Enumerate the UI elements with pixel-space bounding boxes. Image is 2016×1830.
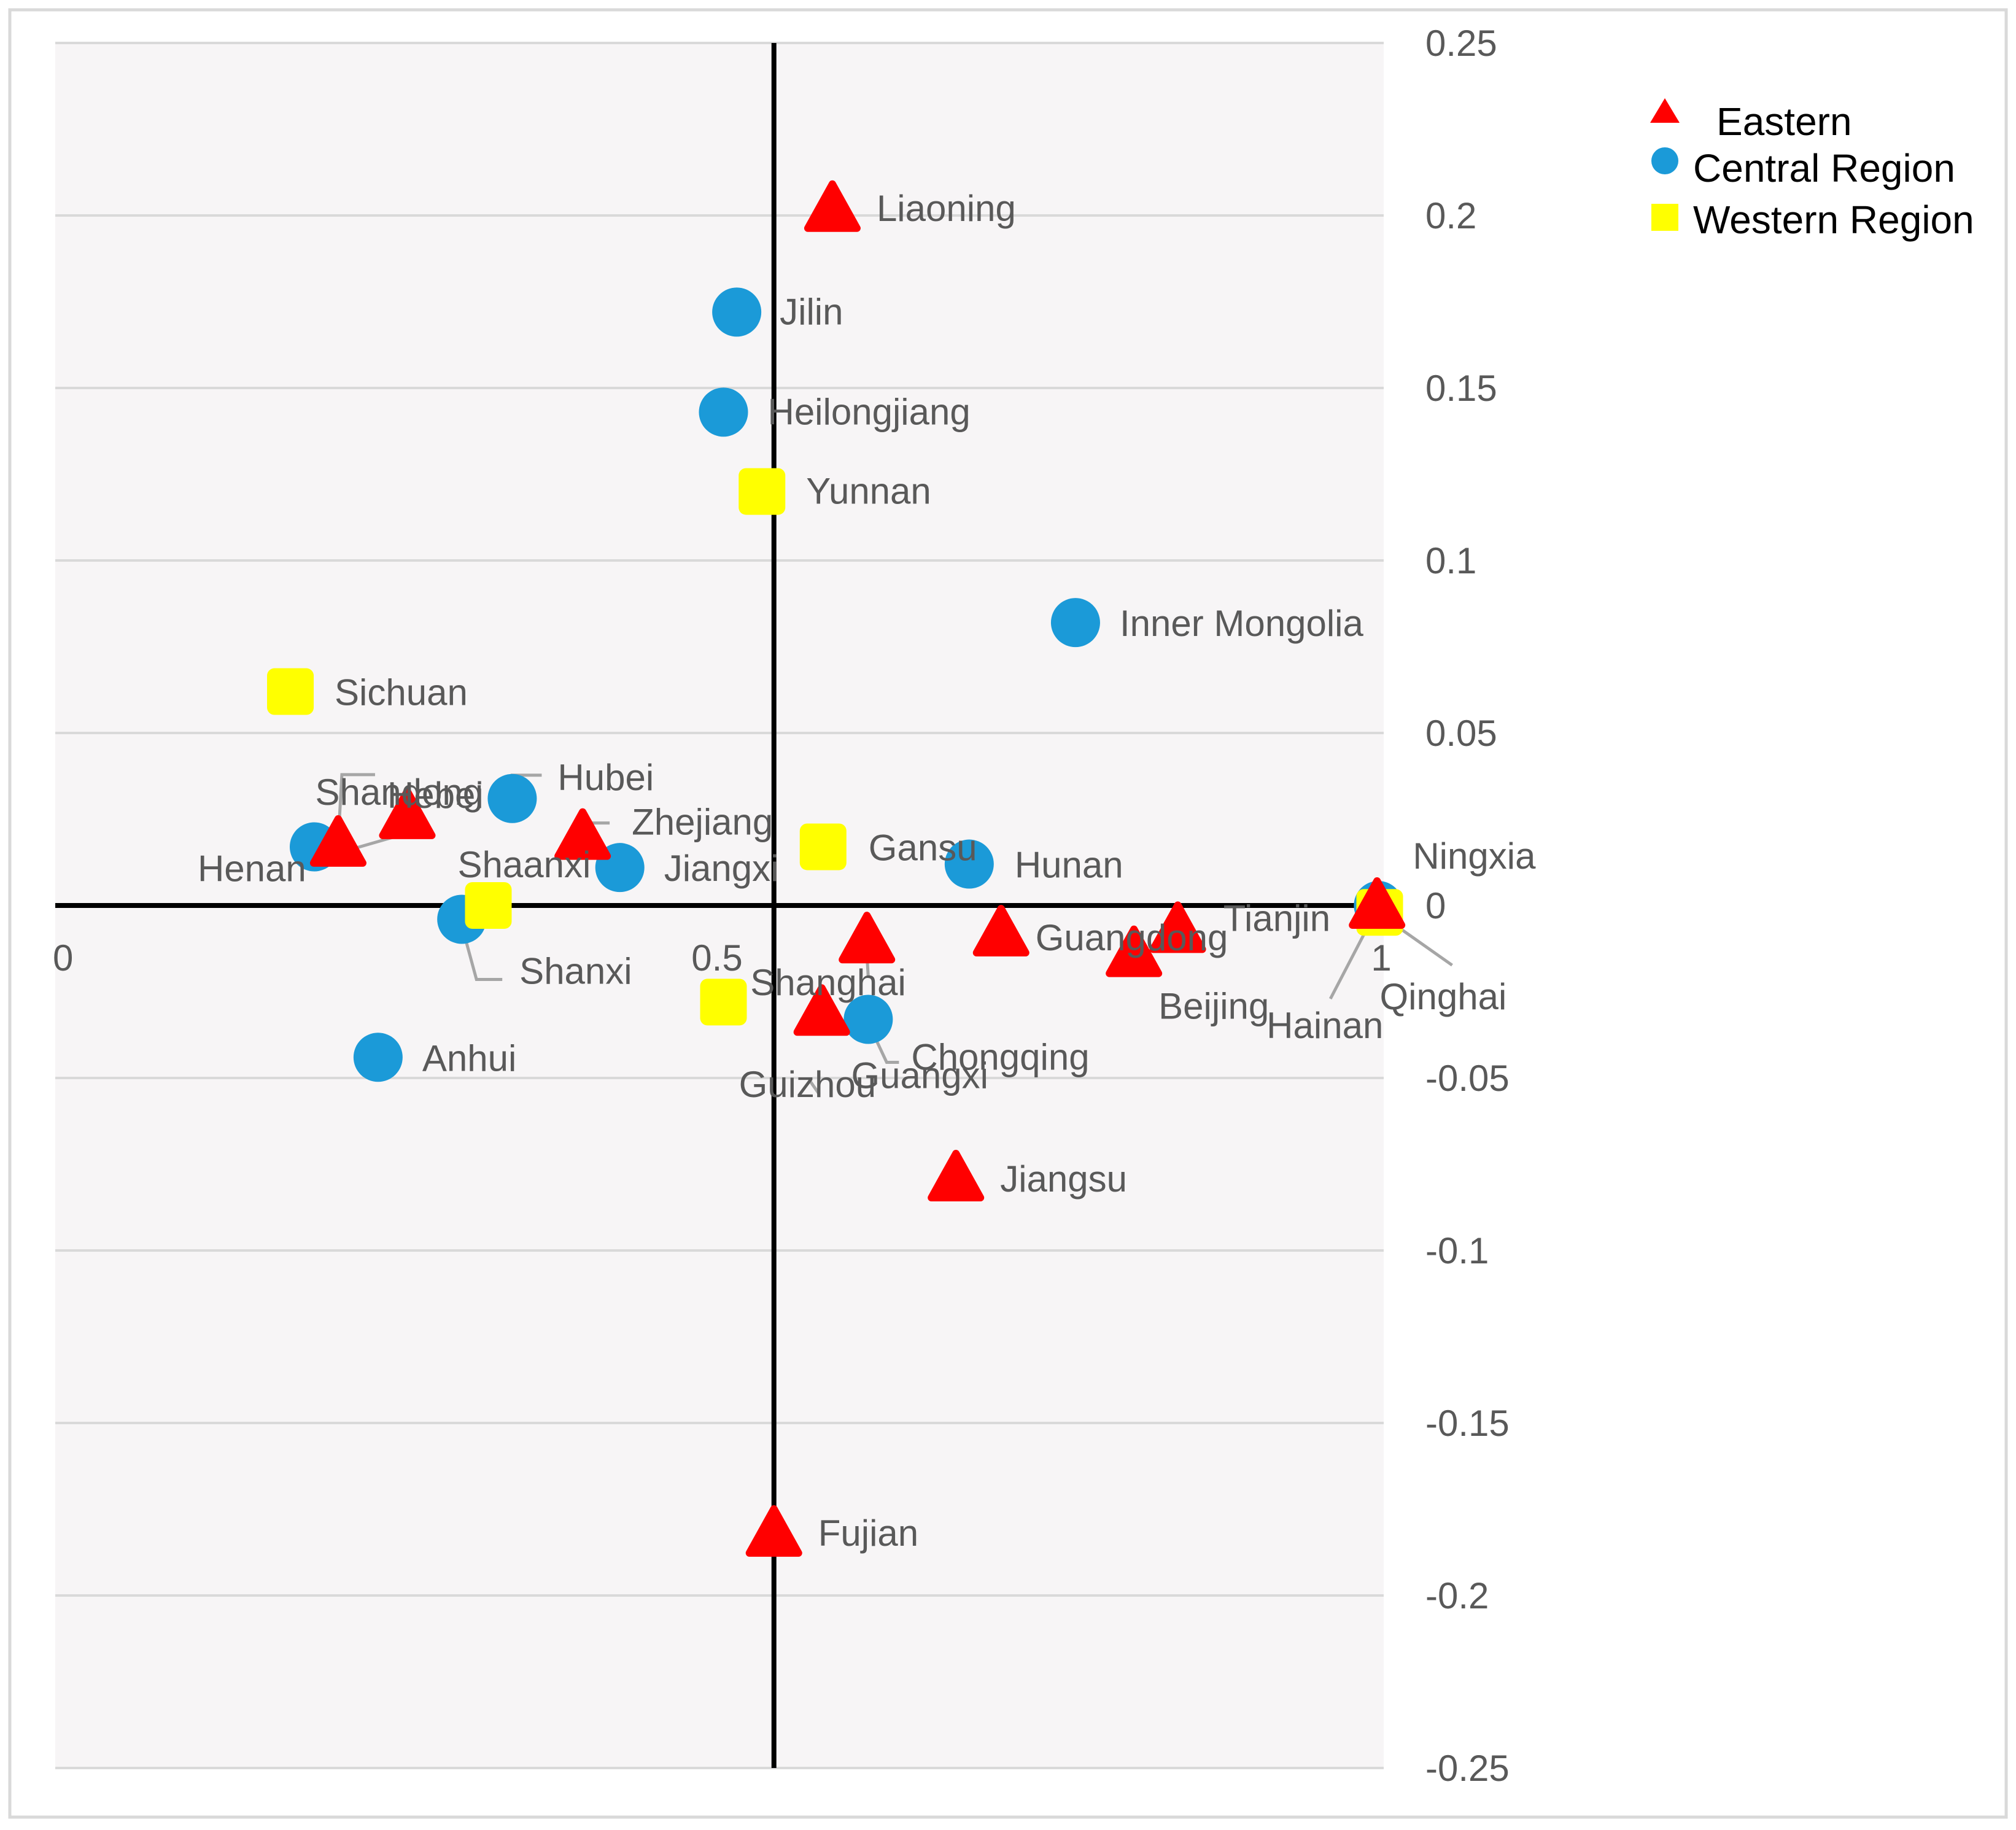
y-tick-label: 0.15 (1425, 368, 1497, 409)
marker-hunan (944, 839, 994, 889)
marker-hubei (487, 773, 537, 823)
data-labels: Jilin Heilongjiang Inner Mongolia Hubei Hena… (198, 188, 1536, 1554)
label-shanghai: Shanghai (750, 962, 906, 1003)
label-chongqing: Chongqing (911, 1036, 1089, 1077)
legend-swatch-western-region (1651, 204, 1678, 231)
marker-beijing (1106, 925, 1163, 977)
marker-jiangsu (928, 1149, 985, 1201)
label-beijing: Beijing (1158, 986, 1269, 1027)
label-anhui: Anhui (422, 1037, 516, 1079)
marker-guizhou (793, 984, 850, 1036)
label-hebei: Hebei (387, 775, 484, 816)
y-tick-label: 0.05 (1425, 713, 1497, 754)
label-hubei: Hubei (557, 757, 654, 798)
label-shandong: Shandong (315, 772, 483, 813)
label-guizhou: Guizhou (739, 1064, 876, 1105)
label-hunan: Hunan (1015, 845, 1123, 886)
marker-liaoning (804, 180, 861, 232)
marker-anhui (353, 1033, 403, 1082)
label-liaoning: Liaoning (877, 188, 1016, 229)
label-jiangsu: Jiangsu (1000, 1158, 1127, 1200)
y-tick-label: 0.1 (1425, 540, 1476, 581)
y-tick-label: 0 (1425, 885, 1446, 926)
marker-jilin (712, 287, 762, 337)
y-tick-label: -0.1 (1425, 1230, 1489, 1271)
x-tick-label: 1 (1371, 937, 1391, 979)
y-tick-label: -0.05 (1425, 1058, 1510, 1099)
legend-swatch-central-region (1651, 147, 1678, 174)
label-yunnan: Yunnan (806, 471, 931, 512)
label-shanxi: Shanxi (519, 950, 632, 991)
legend-label-western-region: Western Region (1693, 198, 1974, 242)
label-zhejiang: Zhejiang (632, 802, 773, 843)
marker-gansu (799, 823, 847, 870)
y-tick-label: -0.2 (1425, 1575, 1489, 1616)
label-sichuan: Sichuan (335, 672, 468, 713)
marker-shanghai (839, 912, 896, 964)
label-inner-mongolia: Inner Mongolia (1120, 603, 1364, 644)
y-tick-label: 0.25 (1425, 23, 1497, 64)
marker-zhejiang (554, 808, 611, 860)
label-jilin: Jilin (780, 291, 843, 332)
data-markers (267, 180, 1406, 1557)
marker-sichuan (267, 668, 314, 715)
tick-labels: 0.25 0.2 0.15 0.1 0.05 0 -0.05 -0.1 -0.15 -0.2 -0.… (53, 23, 1510, 1789)
y-tick-label: -0.25 (1425, 1748, 1510, 1789)
legend-label-eastern: Eastern (1716, 99, 1852, 144)
marker-chongqing (843, 994, 893, 1044)
x-tick-label: 0 (53, 937, 73, 979)
marker-hebei (309, 815, 366, 867)
label-henan: Henan (198, 848, 306, 889)
y-tick-label: -0.15 (1425, 1403, 1510, 1444)
legend-label-central-region: Central Region (1693, 146, 1955, 190)
label-fujian: Fujian (818, 1513, 918, 1554)
x-tick-label: 0.5 (691, 937, 742, 979)
marker-shandong (379, 787, 436, 839)
label-guangdong: Guangdong (1036, 917, 1228, 958)
label-gansu: Gansu (869, 827, 977, 868)
leader-shanxi (460, 925, 503, 981)
label-heilongjiang: Heilongjiang (767, 391, 970, 432)
marker-fujian (745, 1505, 802, 1557)
label-jiangxi: Jiangxi (664, 848, 779, 889)
label-hainan: Hainan (1266, 1005, 1383, 1046)
marker-hainan (1349, 877, 1406, 929)
label-qinghai: Qinghai (1380, 976, 1507, 1017)
marker-inner-mongolia (1050, 598, 1100, 648)
marker-tianjin (1149, 901, 1206, 953)
marker-yunnan (739, 468, 786, 515)
label-ningxia: Ningxia (1413, 836, 1536, 877)
label-shaanxi: Shaanxi (457, 844, 591, 885)
label-tianjin: Tianjin (1223, 898, 1331, 939)
label-guangxi: Guangxi (851, 1055, 988, 1096)
y-tick-label: 0.2 (1425, 195, 1476, 236)
quadrant-axes (55, 43, 1384, 1768)
marker-guangxi (700, 979, 747, 1026)
marker-shaanxi (465, 882, 512, 929)
legend-swatch-eastern (1650, 98, 1680, 123)
leader-guangxi (809, 1080, 821, 1095)
marker-guangdong (972, 904, 1029, 956)
marker-heilongjiang (699, 387, 748, 437)
